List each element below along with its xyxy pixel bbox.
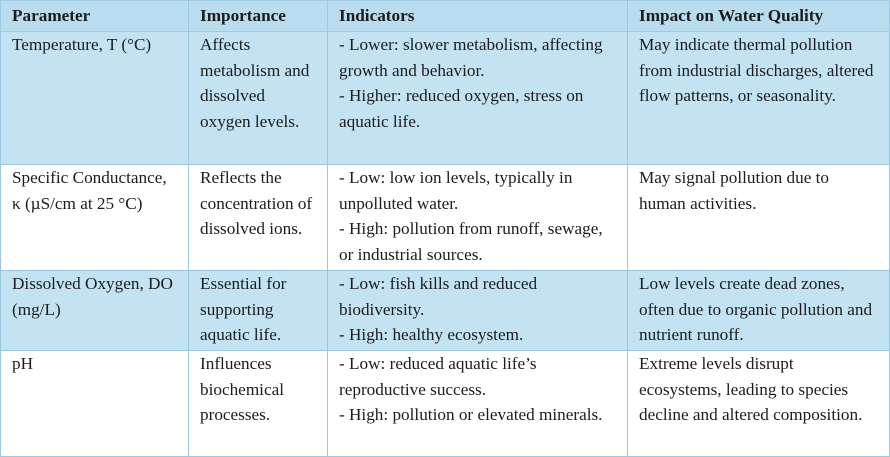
indicator-low: - Low: fish kills and reduced biodiversi…	[339, 274, 538, 319]
cell-parameter: Temperature, T (°C)	[0, 31, 189, 165]
table-row: pH Influences biochemical processes. - L…	[0, 350, 890, 457]
cell-parameter: Dissolved Oxygen, DO (mg/L)	[0, 270, 189, 351]
table-row: Dissolved Oxygen, DO (mg/L) Essential fo…	[0, 270, 890, 351]
header-importance: Importance	[188, 0, 328, 32]
cell-parameter: pH	[0, 350, 189, 457]
cell-indicators: - Low: fish kills and reduced biodiversi…	[327, 270, 628, 351]
indicator-high: - High: pollution from runoff, sewage, o…	[339, 219, 603, 264]
indicator-high: - High: pollution or elevated minerals.	[339, 405, 603, 425]
header-parameter: Parameter	[0, 0, 189, 32]
table-row: Specific Conductance, κ (µS/cm at 25 °C)…	[0, 164, 890, 271]
header-impact: Impact on Water Quality	[627, 0, 890, 32]
indicator-low: - Lower: slower metabolism, affecting gr…	[339, 35, 603, 80]
indicator-low: - Low: reduced aquatic life’s reproducti…	[339, 354, 537, 399]
cell-impact: Low levels create dead zones, often due …	[627, 270, 890, 351]
table-row: Temperature, T (°C) Affects metabolism a…	[0, 31, 890, 165]
cell-parameter: Specific Conductance, κ (µS/cm at 25 °C)	[0, 164, 189, 271]
cell-impact: Extreme levels disrupt ecosystems, leadi…	[627, 350, 890, 457]
header-row: Parameter Importance Indicators Impact o…	[0, 0, 890, 32]
indicator-high: - High: healthy ecosystem.	[339, 325, 524, 345]
cell-indicators: - Lower: slower metabolism, affecting gr…	[327, 31, 628, 165]
cell-indicators: - Low: low ion levels, typically in unpo…	[327, 164, 628, 271]
table-body: Temperature, T (°C) Affects metabolism a…	[0, 31, 890, 457]
cell-impact: May signal pollution due to human activi…	[627, 164, 890, 271]
cell-importance: Influences biochemical processes.	[188, 350, 328, 457]
cell-indicators: - Low: reduced aquatic life’s reproducti…	[327, 350, 628, 457]
cell-importance: Affects metabolism and dissolved oxygen …	[188, 31, 328, 165]
indicator-high: - Higher: reduced oxygen, stress on aqua…	[339, 86, 584, 131]
indicator-low: - Low: low ion levels, typically in unpo…	[339, 168, 573, 213]
table-header: Parameter Importance Indicators Impact o…	[0, 0, 890, 32]
cell-importance: Essential for supporting aquatic life.	[188, 270, 328, 351]
header-indicators: Indicators	[327, 0, 628, 32]
cell-importance: Reflects the concentration of dissolved …	[188, 164, 328, 271]
cell-impact: May indicate thermal pollution from indu…	[627, 31, 890, 165]
